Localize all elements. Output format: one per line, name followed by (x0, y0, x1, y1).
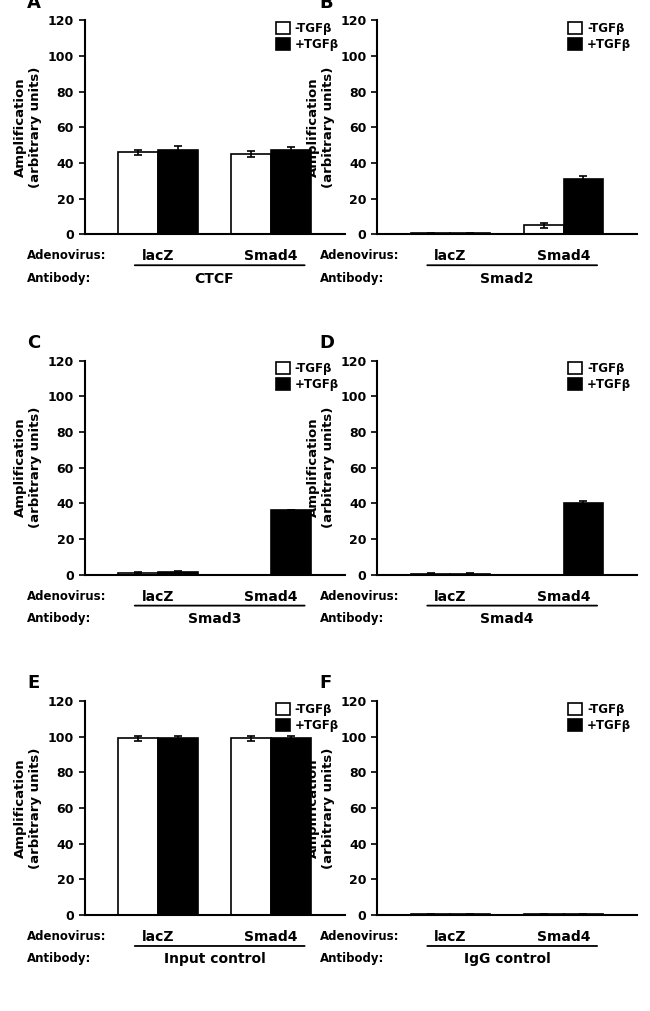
Bar (118, 573, 158, 574)
Legend: -TGFβ, +TGFβ: -TGFβ, +TGFβ (276, 362, 339, 391)
Text: C: C (27, 334, 40, 352)
Bar (271, 738, 311, 915)
Text: Smad4: Smad4 (537, 930, 590, 944)
Text: Antibody:: Antibody: (27, 612, 92, 625)
Text: lacZ: lacZ (142, 930, 174, 944)
Text: lacZ: lacZ (142, 589, 174, 604)
Bar (118, 738, 158, 915)
Text: Antibody:: Antibody: (320, 272, 384, 285)
Bar (231, 738, 271, 915)
Text: Smad4: Smad4 (244, 589, 298, 604)
Legend: -TGFβ, +TGFβ: -TGFβ, +TGFβ (276, 22, 339, 51)
Text: Adenovirus:: Adenovirus: (320, 249, 399, 262)
Text: Input control: Input control (164, 952, 265, 967)
Text: Smad4: Smad4 (244, 930, 298, 944)
Text: Adenovirus:: Adenovirus: (27, 249, 107, 262)
Bar (271, 511, 311, 574)
Text: lacZ: lacZ (142, 249, 174, 263)
Bar (564, 179, 603, 235)
Text: E: E (27, 674, 40, 693)
Text: Adenovirus:: Adenovirus: (320, 930, 399, 943)
Text: Antibody:: Antibody: (27, 272, 92, 285)
Text: IgG control: IgG control (463, 952, 551, 967)
Bar (118, 153, 158, 235)
Text: CTCF: CTCF (195, 272, 234, 286)
Legend: -TGFβ, +TGFβ: -TGFβ, +TGFβ (568, 703, 631, 732)
Text: D: D (320, 334, 335, 352)
Text: Adenovirus:: Adenovirus: (27, 589, 107, 603)
Text: A: A (27, 0, 41, 12)
Bar (564, 503, 603, 574)
Text: lacZ: lacZ (434, 930, 467, 944)
Bar (158, 738, 198, 915)
Bar (231, 154, 271, 235)
Text: lacZ: lacZ (434, 249, 467, 263)
Text: Adenovirus:: Adenovirus: (320, 589, 399, 603)
Text: Smad4: Smad4 (244, 249, 298, 263)
Text: F: F (320, 674, 332, 693)
Y-axis label: Amplification
(arbitrary units): Amplification (arbitrary units) (14, 406, 42, 529)
Text: Smad4: Smad4 (537, 589, 590, 604)
Y-axis label: Amplification
(arbitrary units): Amplification (arbitrary units) (307, 406, 335, 529)
Y-axis label: Amplification
(arbitrary units): Amplification (arbitrary units) (14, 747, 42, 868)
Legend: -TGFβ, +TGFβ: -TGFβ, +TGFβ (276, 703, 339, 732)
Bar (524, 225, 564, 235)
Text: Smad2: Smad2 (480, 272, 534, 286)
Text: Adenovirus:: Adenovirus: (27, 930, 107, 943)
Bar (158, 572, 198, 574)
Text: lacZ: lacZ (434, 589, 467, 604)
Legend: -TGFβ, +TGFβ: -TGFβ, +TGFβ (568, 22, 631, 51)
Y-axis label: Amplification
(arbitrary units): Amplification (arbitrary units) (307, 67, 335, 188)
Text: Antibody:: Antibody: (320, 952, 384, 966)
Bar (158, 151, 198, 235)
Bar (271, 151, 311, 235)
Text: Antibody:: Antibody: (27, 952, 92, 966)
Text: Antibody:: Antibody: (320, 612, 384, 625)
Text: Smad4: Smad4 (537, 249, 590, 263)
Text: Smad4: Smad4 (480, 612, 534, 626)
Y-axis label: Amplification
(arbitrary units): Amplification (arbitrary units) (307, 747, 335, 868)
Text: B: B (320, 0, 333, 12)
Y-axis label: Amplification
(arbitrary units): Amplification (arbitrary units) (14, 67, 42, 188)
Text: Smad3: Smad3 (188, 612, 241, 626)
Legend: -TGFβ, +TGFβ: -TGFβ, +TGFβ (568, 362, 631, 391)
